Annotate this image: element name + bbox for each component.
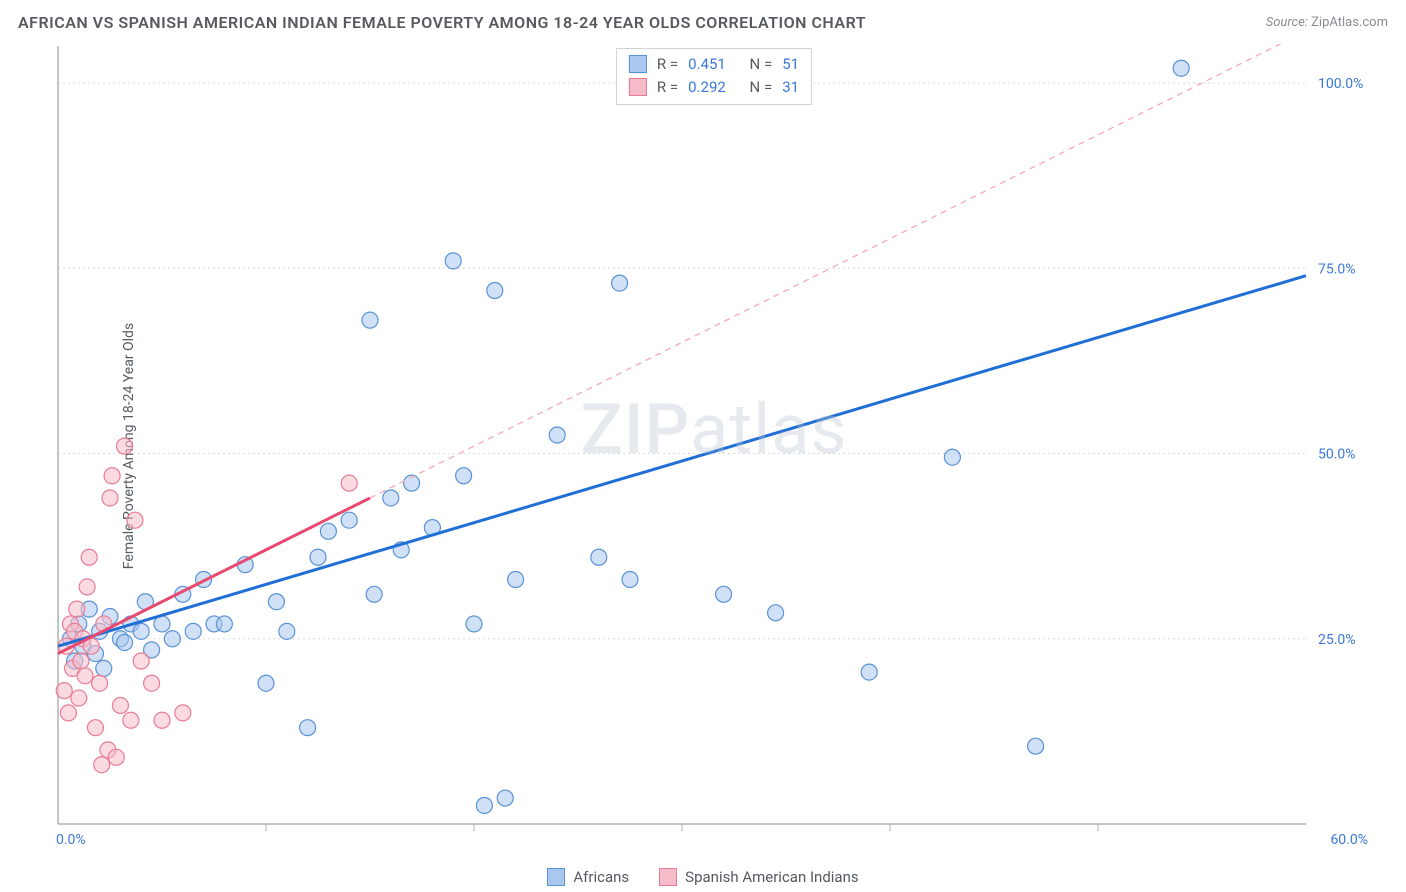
data-point: [366, 586, 382, 602]
legend-row-africans: R = 0.451 N = 51: [629, 53, 799, 76]
data-point: [445, 253, 461, 269]
source-attribution: Source: ZipAtlas.com: [1266, 15, 1388, 30]
n-label: N =: [750, 76, 773, 99]
series-legend: Africans Spanish American Indians: [0, 868, 1406, 886]
trend-line: [58, 276, 1306, 646]
swatch-icon: [629, 78, 647, 96]
scatter-chart-svg: 25.0% 50.0% 75.0% 100.0% 0.0% 60.0%: [50, 44, 1378, 848]
legend-label: Spanish American Indians: [685, 868, 858, 886]
r-value: 0.292: [688, 76, 726, 99]
data-point: [87, 720, 103, 736]
n-value: 31: [782, 76, 799, 99]
n-value: 51: [782, 53, 799, 76]
data-point: [144, 675, 160, 691]
data-point: [279, 623, 295, 639]
legend-label: Africans: [573, 868, 629, 886]
data-point: [591, 549, 607, 565]
data-point: [268, 594, 284, 610]
data-point: [1028, 738, 1044, 754]
data-point: [117, 634, 133, 650]
x-tick-label: 0.0%: [56, 832, 86, 848]
data-point: [622, 571, 638, 587]
data-point: [77, 668, 93, 684]
data-point: [79, 579, 95, 595]
data-point: [94, 757, 110, 773]
data-point: [341, 512, 357, 528]
data-point: [133, 653, 149, 669]
data-point: [69, 601, 85, 617]
legend-item-africans: Africans: [547, 868, 629, 886]
n-label: N =: [750, 53, 773, 76]
data-point: [487, 283, 503, 299]
data-point: [456, 468, 472, 484]
source-value: ZipAtlas.com: [1311, 15, 1388, 30]
data-point: [300, 720, 316, 736]
swatch-icon: [629, 55, 647, 73]
y-tick-label: 100.0%: [1318, 76, 1363, 92]
data-point: [768, 605, 784, 621]
data-point: [716, 586, 732, 602]
r-value: 0.451: [688, 53, 726, 76]
data-point: [1173, 60, 1189, 76]
data-point: [154, 712, 170, 728]
y-tick-label: 25.0%: [1318, 632, 1356, 648]
chart-header: AFRICAN VS SPANISH AMERICAN INDIAN FEMAL…: [0, 0, 1406, 44]
data-point: [310, 549, 326, 565]
data-point: [549, 427, 565, 443]
data-point: [185, 623, 201, 639]
data-point: [60, 705, 76, 721]
data-point: [133, 623, 149, 639]
data-point: [92, 675, 108, 691]
data-point: [108, 749, 124, 765]
x-tick-label: 60.0%: [1330, 832, 1368, 848]
data-point: [258, 675, 274, 691]
plot-area: 25.0%50.0%75.0%100.0%0.0%60.0% ZIPatlas …: [50, 44, 1378, 848]
chart-title: AFRICAN VS SPANISH AMERICAN INDIAN FEMAL…: [18, 13, 866, 32]
y-tick-label: 50.0%: [1318, 447, 1356, 463]
data-point: [508, 571, 524, 587]
data-point: [175, 705, 191, 721]
legend-item-spanish: Spanish American Indians: [659, 868, 858, 886]
data-point: [112, 697, 128, 713]
data-point: [102, 490, 118, 506]
swatch-icon: [659, 868, 677, 886]
data-point: [216, 616, 232, 632]
data-point: [362, 312, 378, 328]
data-point: [341, 475, 357, 491]
data-point: [56, 683, 72, 699]
data-point: [320, 523, 336, 539]
trend-line-extrapolated: [370, 44, 1306, 498]
data-point: [497, 790, 513, 806]
swatch-icon: [547, 868, 565, 886]
data-point: [383, 490, 399, 506]
data-point: [71, 690, 87, 706]
data-point: [81, 549, 97, 565]
legend-row-spanish: R = 0.292 N = 31: [629, 76, 799, 99]
data-point: [104, 468, 120, 484]
r-label: R =: [657, 76, 678, 99]
data-point: [117, 438, 133, 454]
data-point: [861, 664, 877, 680]
data-point: [944, 449, 960, 465]
data-point: [123, 712, 139, 728]
source-label: Source:: [1266, 15, 1308, 30]
data-point: [73, 653, 89, 669]
data-point: [466, 616, 482, 632]
y-tick-label: 75.0%: [1318, 261, 1356, 277]
data-point: [127, 512, 143, 528]
data-point: [612, 275, 628, 291]
data-point: [476, 797, 492, 813]
data-point: [96, 660, 112, 676]
data-point: [164, 631, 180, 647]
r-label: R =: [657, 53, 678, 76]
correlation-legend: R = 0.451 N = 51 R = 0.292 N = 31: [616, 48, 812, 105]
